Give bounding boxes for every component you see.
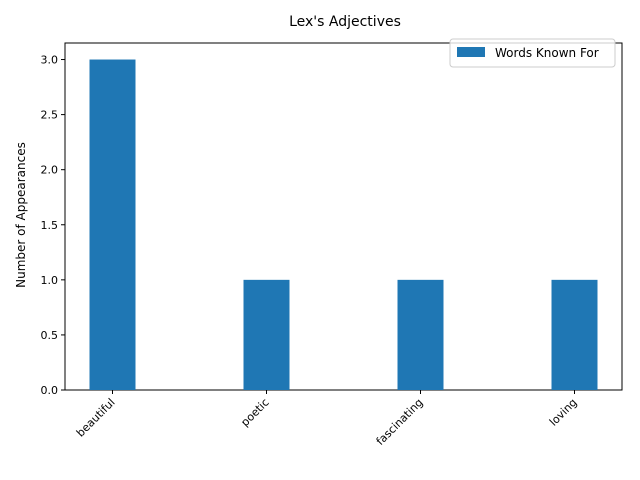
chart-title: Lex's Adjectives [289,14,401,30]
y-tick-label: 1.0 [41,274,59,287]
bar-beautiful [89,59,136,391]
x-tick-label-loving: loving [547,396,580,429]
plot-frame [64,42,623,391]
y-tick-label: 1.5 [41,219,59,232]
x-tick-label-fascinating: fascinating [374,396,426,448]
legend-label: Words Known For [495,46,599,60]
bar-loving [551,279,598,390]
y-tick-label: 2.5 [41,109,59,122]
y-tick-label: 0.0 [41,384,59,397]
y-tick-label: 3.0 [41,54,59,67]
plot-area [64,42,623,391]
x-tick-label-poetic: poetic [238,396,271,429]
y-tick-label: 0.5 [41,329,59,342]
legend-frame [449,38,616,68]
y-axis-label: Number of Appearances [14,142,28,288]
bar-group [89,59,598,391]
bar-poetic [243,279,290,390]
x-axis: beautiful poetic fascinating loving [74,390,580,448]
legend: Words Known For [449,38,616,68]
y-axis: 0.0 0.5 1.0 1.5 2.0 2.5 3.0 [41,54,65,397]
bar-fascinating [397,279,444,390]
x-tick-label-beautiful: beautiful [74,396,118,440]
y-tick-label: 2.0 [41,164,59,177]
legend-swatch [457,47,485,57]
